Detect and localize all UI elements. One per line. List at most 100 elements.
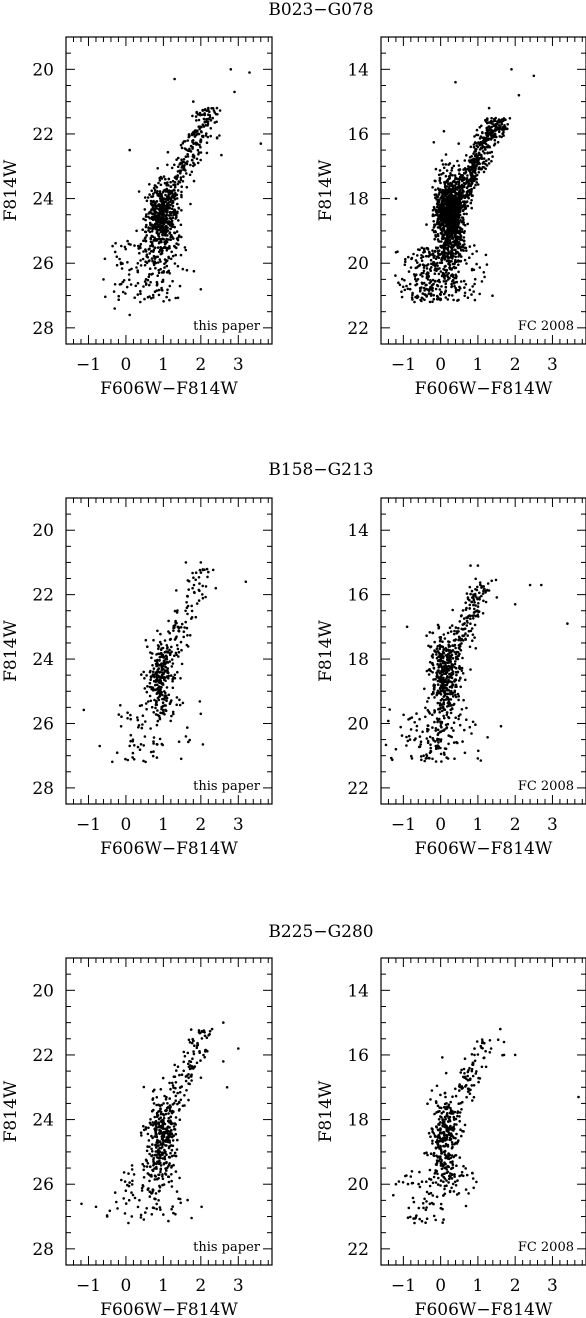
star-point [431,737,435,740]
star-point [446,255,450,259]
star-point [428,735,432,739]
star-point [156,658,159,662]
star-point [407,255,410,259]
star-point [437,708,440,711]
star-point [166,670,169,673]
star-point [186,604,190,608]
star-point [425,669,429,673]
star-point [444,201,448,204]
star-point [454,626,458,629]
star-point [444,243,448,247]
y-tick-label: 20 [32,521,54,541]
star-point [133,744,136,747]
star-point [140,1186,144,1190]
star-point [475,177,479,181]
star-point [161,646,165,650]
star-point [442,202,445,206]
star-point [449,655,453,659]
star-point [201,109,204,112]
star-point [170,1185,174,1188]
star-point [156,232,160,236]
star-point [404,257,407,261]
star-point [108,1209,112,1213]
star-point [449,222,453,225]
star-point [413,738,416,742]
star-point [434,213,438,217]
star-point [190,604,193,608]
star-point [449,658,452,661]
star-point [158,1185,162,1189]
star-point [187,135,191,139]
star-point [155,1103,158,1107]
star-point [470,293,473,296]
star-point [435,693,439,697]
star-point [415,724,419,728]
star-point [184,561,188,564]
star-point [448,259,452,263]
star-point [426,741,430,744]
star-point [432,205,436,209]
star-point [161,705,165,708]
star-point [498,124,501,127]
star-point [433,179,437,183]
star-point [187,1062,190,1066]
star-point [450,195,453,198]
star-point [447,293,451,297]
star-point [186,612,189,616]
star-point [447,191,450,194]
star-point [151,664,154,667]
star-point [528,583,532,587]
star-point [162,671,166,674]
star-point [417,745,421,749]
star-point [469,629,473,633]
star-point [484,142,488,146]
star-point [115,255,119,258]
star-point [164,709,168,713]
star-point [124,1189,128,1192]
star-point [425,254,428,258]
star-point [166,163,169,167]
star-point [478,292,482,296]
star-point [464,637,467,641]
star-point [460,666,464,670]
star-point [510,68,513,71]
star-point [444,174,448,178]
star-point [487,589,491,592]
plot-frame [65,957,273,1266]
star-point [144,702,148,705]
star-point [162,1213,165,1216]
star-point [175,197,179,200]
star-point [199,130,203,133]
star-point [486,121,489,125]
star-point [419,740,423,743]
star-point [150,1134,153,1138]
star-point [469,668,472,671]
star-point [171,279,174,283]
star-point [459,614,463,618]
star-point [174,245,177,249]
star-point [167,184,170,187]
star-point [420,246,424,250]
star-point [154,703,158,707]
x-tick-label: 3 [233,355,244,375]
star-point [485,126,489,130]
star-point [164,1112,168,1116]
star-point [449,690,453,693]
star-point [457,679,461,682]
star-point [473,282,476,286]
star-point [416,278,420,281]
star-point [185,601,188,604]
star-point [457,231,460,235]
star-point [148,1195,152,1198]
star-point [159,632,162,636]
star-point [191,155,195,158]
star-point [171,686,175,690]
star-point [159,1112,163,1116]
star-point [94,1205,98,1209]
star-point [473,298,477,302]
star-point [442,171,445,175]
star-point [439,635,443,639]
star-point [146,685,149,688]
star-point [532,74,536,78]
